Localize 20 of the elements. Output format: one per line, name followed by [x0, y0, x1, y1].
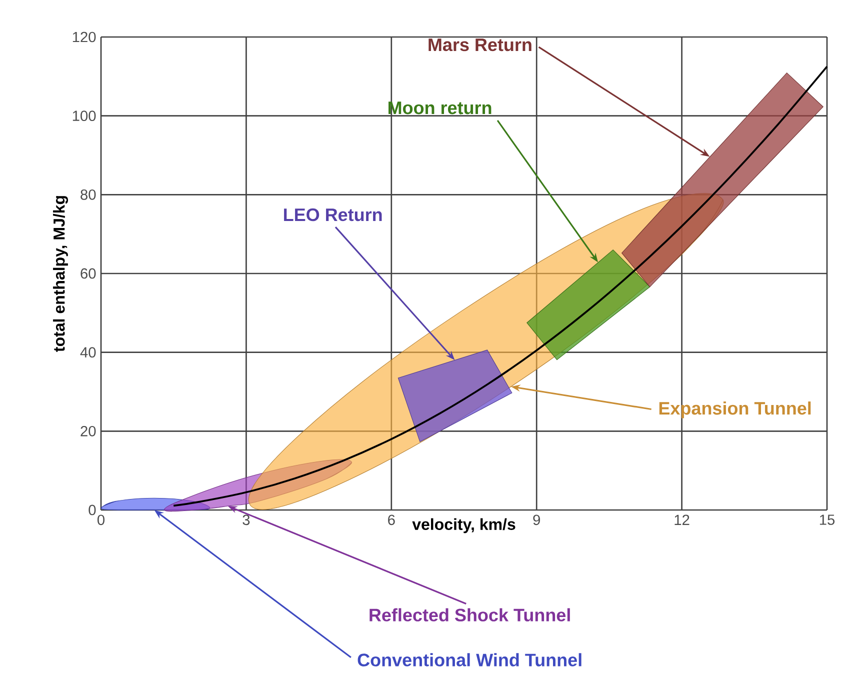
y-tick-label: 0 — [88, 504, 96, 516]
line-series — [172, 66, 828, 507]
y-tick-label: 60 — [80, 268, 96, 279]
annotation: LEO Return — [284, 208, 382, 222]
y-tick-label: 80 — [80, 189, 96, 200]
y-tick-label: 100 — [72, 110, 96, 122]
x-tick-label: 6 — [388, 514, 395, 526]
x-tick-label: 3 — [242, 514, 250, 526]
x-tick-label: 0 — [97, 514, 104, 526]
y-axis-title: total enthalpy, MJ/kg — [53, 196, 68, 352]
y-tick-label: 120 — [72, 32, 96, 42]
x-axis-title: velocity, km/s — [412, 518, 516, 534]
y-tick-label: 20 — [80, 426, 96, 436]
annotation: Reflected Shock Tunnel — [370, 608, 570, 622]
y-tick-label: 40 — [80, 347, 96, 358]
x-tick-label: 12 — [674, 514, 690, 525]
annotation: Mars Return — [428, 38, 532, 52]
x-tick-label: 9 — [533, 514, 540, 526]
x-tick-label: 15 — [820, 514, 835, 525]
annotation: Conventional Wind Tunnel — [358, 653, 582, 666]
